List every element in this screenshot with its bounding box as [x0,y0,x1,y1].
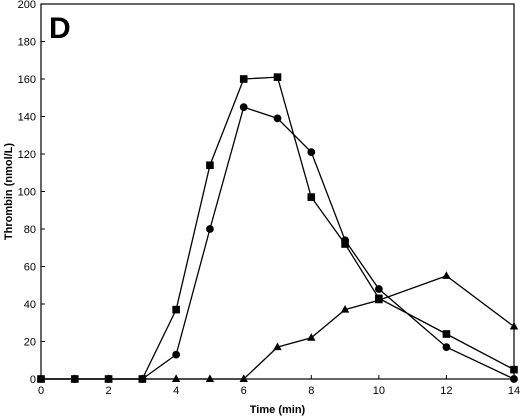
data-point [442,343,451,352]
x-tick-label: 14 [508,385,520,397]
x-tick-label: 6 [241,385,247,397]
y-tick-label: 80 [24,224,36,236]
y-tick-label: 120 [18,149,36,161]
data-point [70,374,79,382]
data-point [273,73,282,81]
x-axis-title: Time (min) [250,404,306,416]
y-tick-label: 0 [30,374,36,386]
data-point [442,330,451,338]
panel-label: D [49,12,71,45]
data-point [374,295,384,304]
plot-frame [40,3,515,380]
data-point [273,114,282,123]
plot-marks [36,73,519,383]
data-point [273,342,282,351]
data-point [138,374,147,382]
x-tick-label: 8 [308,385,314,397]
data-point [307,333,316,341]
data-point [340,305,350,313]
series-line [41,275,515,380]
x-tick-label: 10 [373,385,385,397]
y-tick-label: 200 [18,0,36,11]
data-point [172,305,180,314]
data-point [239,75,248,83]
x-tick-label: 0 [38,385,44,397]
y-tick-label: 140 [18,112,36,124]
data-point [341,236,349,245]
series-triangle [36,271,519,382]
y-tick-label: 60 [24,262,36,274]
data-point [307,193,316,201]
data-point [239,103,248,112]
axes: 0 20 40 60 80 100 120 140 160 180 200 0 2 4 6 8 10 12 14 [18,0,520,397]
y-tick-label: 160 [18,74,36,86]
data-point [374,285,383,293]
data-point [172,350,181,359]
y-tick-label: 180 [18,37,36,49]
data-point [307,148,316,157]
y-tick-label: 40 [24,299,36,311]
y-axis-title: Thrombin (nmol/L) [3,143,15,240]
x-tick-label: 12 [440,385,452,397]
y-tick-label: 100 [18,187,36,199]
series-circle [37,103,518,383]
data-point [205,374,215,382]
series-line [41,106,515,380]
x-tick-label: 2 [106,385,112,397]
x-tick-label: 4 [173,385,179,397]
data-point [442,271,451,279]
data-point [206,225,214,233]
data-point [206,161,214,170]
y-tick-label: 20 [24,337,36,349]
